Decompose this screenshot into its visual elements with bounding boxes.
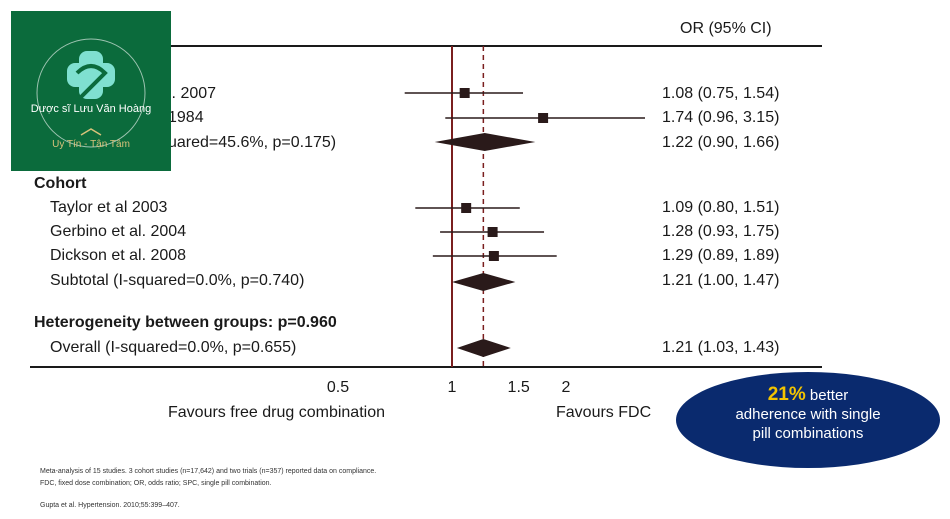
subtotal-label-1: uared=45.6%, p=0.175)	[168, 134, 337, 151]
study-label-taylor: Taylor et al 2003	[50, 199, 168, 216]
ci-text-taylor: 1.09 (0.80, 1.51)	[662, 199, 780, 216]
ci-text-subtotal-cohort: 1.21 (1.00, 1.47)	[662, 272, 780, 289]
brand-logo: Dược sĩ Lưu Văn Hoàng Uy Tín - Tận Tâm	[11, 11, 171, 171]
point-estimate	[487, 227, 498, 237]
or-ci-header: OR (95% CI)	[680, 20, 772, 37]
footnote-3: Gupta et al. Hypertension. 2010;55:399–4…	[40, 502, 180, 509]
overall-label: Overall (I-squared=0.0%, p=0.655)	[50, 339, 297, 356]
footnote-2: FDC, fixed dose combination; OR, odds ra…	[40, 480, 272, 487]
study-label-1: l. 2007	[168, 85, 217, 102]
ci-text-dickson: 1.29 (0.89, 1.89)	[662, 247, 780, 264]
study-label-gerbino: Gerbino et al. 2004	[50, 223, 187, 240]
callout-line1: better	[809, 387, 849, 404]
x-tick-label: 2	[561, 379, 571, 396]
ci-text-overall: 1.21 (1.03, 1.43)	[662, 339, 780, 356]
pooled-diamond	[434, 133, 536, 151]
study-label-2: 1984	[168, 109, 204, 126]
x-tick-label: 0.5	[326, 379, 350, 396]
footnote-1: Meta-analysis of 15 studies. 3 cohort st…	[40, 468, 377, 475]
ci-text-2: 1.74 (0.96, 3.15)	[662, 109, 780, 126]
heterogeneity-label: Heterogeneity between groups: p=0.960	[34, 314, 337, 331]
callout-line2: adherence with single	[735, 406, 881, 423]
x-tick-label: 1.5	[507, 379, 530, 396]
point-estimate	[459, 88, 470, 98]
point-estimate	[461, 203, 472, 213]
logo-graphic	[36, 38, 146, 148]
logo-tagline: Uy Tín - Tận Tâm	[52, 139, 130, 150]
point-estimate	[488, 251, 499, 261]
x-right-label: Favours FDC	[556, 404, 652, 421]
callout-percent: 21%	[767, 384, 806, 405]
logo-name: Dược sĩ Lưu Văn Hoàng	[30, 103, 152, 115]
pooled-diamond	[456, 339, 511, 357]
pooled-diamond	[452, 273, 516, 291]
ci-text-1: 1.08 (0.75, 1.54)	[662, 85, 780, 102]
point-estimate	[538, 113, 549, 123]
x-left-label: Favours free drug combination	[168, 404, 385, 421]
group-heading-cohort: Cohort	[34, 175, 87, 192]
x-tick-label: 1	[447, 379, 457, 396]
subtotal-label-cohort: Subtotal (I-squared=0.0%, p=0.740)	[50, 272, 305, 289]
adherence-callout: 21% better adherence with single pill co…	[676, 372, 940, 468]
ci-text-gerbino: 1.28 (0.93, 1.75)	[662, 223, 780, 240]
ci-text-3: 1.22 (0.90, 1.66)	[662, 134, 780, 151]
study-label-dickson: Dickson et al. 2008	[50, 247, 187, 264]
callout-line3: pill combinations	[752, 425, 864, 442]
